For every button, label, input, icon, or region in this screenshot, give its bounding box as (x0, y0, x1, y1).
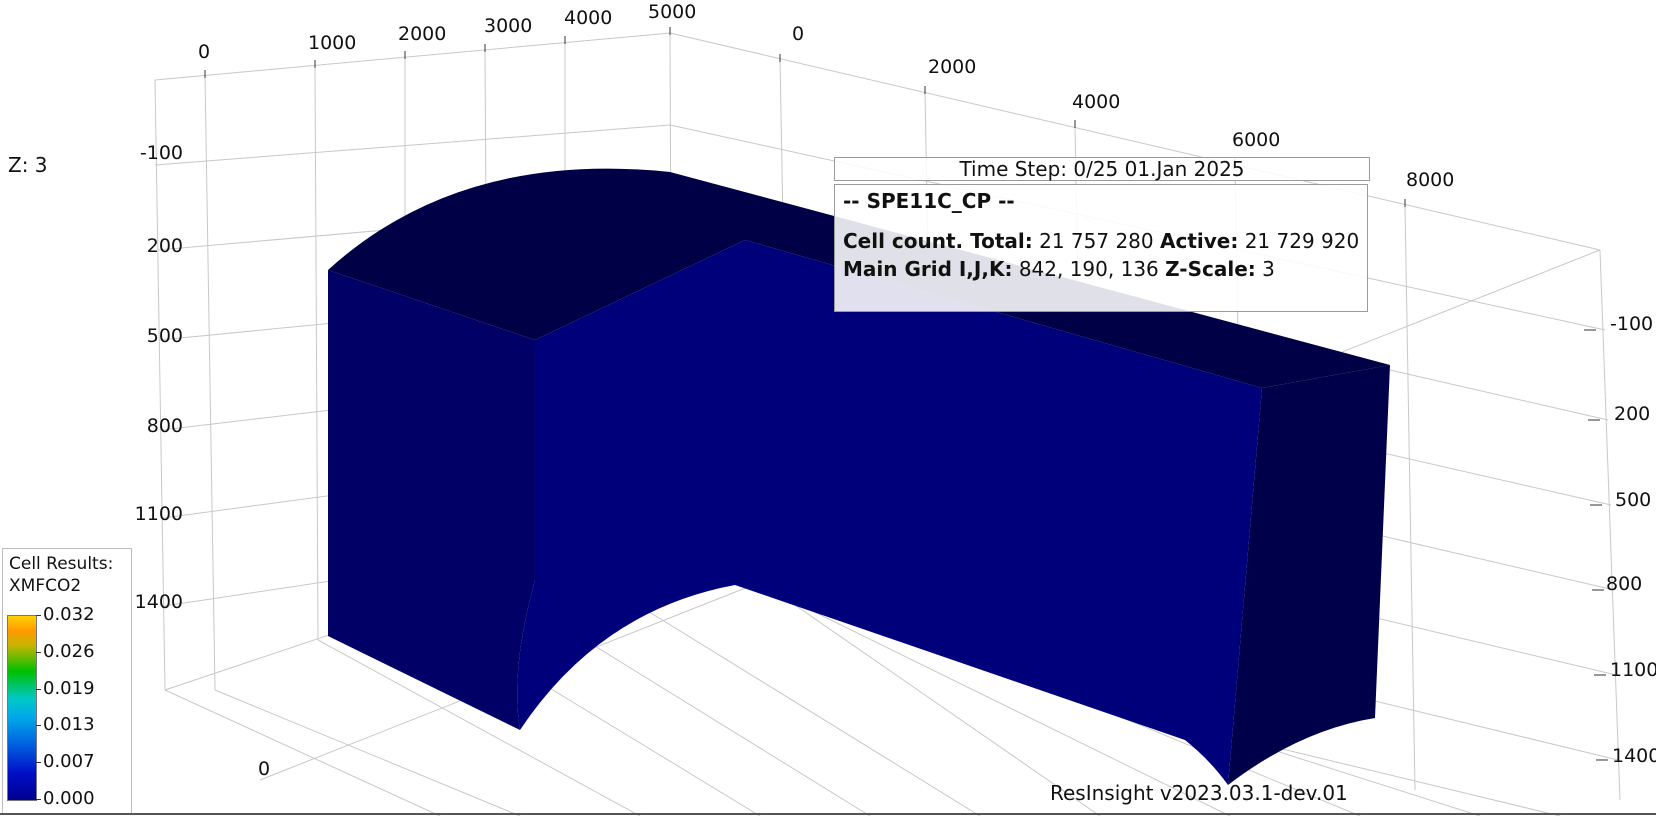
reservoir-model[interactable] (328, 168, 1390, 785)
axis-y-tick-label: 8000 (1406, 169, 1454, 191)
axis-x-tick-label: 1000 (308, 32, 356, 54)
axis-x-tick-label: 5000 (648, 1, 696, 23)
legend-tick-mark (36, 651, 41, 653)
axis-depth-right-tick-label: 1100 (1610, 659, 1656, 681)
legend-tick-mark (36, 688, 41, 690)
axis-depth-left-tick-label: 800 (147, 415, 183, 437)
axis-x-tick-label: 4000 (564, 7, 612, 29)
legend-tick-mark (36, 799, 41, 800)
axis-depth-right-tick-label: 1400 (1612, 745, 1656, 767)
active-label: Active: (1159, 229, 1239, 253)
model-right-face (1228, 365, 1390, 785)
active-count: 21 729 920 (1244, 229, 1360, 253)
axis-depth-right-tick-label: 500 (1615, 489, 1651, 511)
axis-y-tick-label: 2000 (928, 56, 976, 78)
case-name: -- SPE11C_CP -- (843, 189, 1015, 213)
legend-tick-label: 0.019 (43, 677, 95, 699)
axis-depth-left-tick-label: 1100 (135, 503, 183, 525)
axis-depth-right-tick-label: 800 (1606, 573, 1642, 595)
info-box: -- SPE11C_CP -- Cell count. Total: 21 75… (834, 184, 1368, 312)
model-inner-front-face (517, 240, 1262, 785)
axis-depth-right-tick-label: 200 (1614, 403, 1650, 425)
legend-title-line2: XMFCO2 (9, 576, 82, 596)
main-grid-value: 842, 190, 136 (1018, 257, 1159, 281)
color-legend[interactable]: Cell Results: XMFCO2 0.032 0.026 0.019 0.01… (2, 548, 132, 814)
axis-depth-left-tick-label: -100 (140, 142, 183, 164)
legend-tick-mark (36, 762, 41, 764)
legend-tick-mark (36, 725, 41, 727)
time-step-label: Time Step: 0/25 01.Jan 2025 (834, 157, 1370, 181)
model-left-face (328, 270, 535, 730)
zscale-value: 3 (1262, 257, 1275, 281)
axis-x-tick-label: 0 (198, 41, 210, 63)
version-label: ResInsight v2023.03.1-dev.01 (1050, 781, 1348, 805)
axis-y-tick-label: 4000 (1072, 91, 1120, 113)
main-grid-row: Main Grid I,J,K: 842, 190, 136 Z-Scale: … (843, 255, 1359, 283)
axis-y-tick-label: 6000 (1232, 129, 1280, 151)
axis-depth-left-tick-label: 500 (147, 325, 183, 347)
cell-count-row: Cell count. Total: 21 757 280 Active: 21… (843, 227, 1359, 255)
axis-x-tick-label: 2000 (398, 23, 446, 45)
zscale-label: Z-Scale: (1165, 257, 1256, 281)
axis-depth-right-tick-label: -100 (1610, 313, 1653, 335)
legend-tick-label: 0.013 (43, 714, 95, 736)
model-top-face (328, 168, 1390, 388)
axis-depth-left-tick-label: 200 (147, 235, 183, 257)
cell-count-label: Cell count. Total: (843, 229, 1033, 253)
legend-tick-label: 0.000 (43, 788, 95, 809)
bottom-divider (0, 813, 1656, 815)
axis-y-tick-label: 0 (792, 23, 804, 45)
axis-tick-labels: 0 1000 2000 3000 4000 500002000400060008000-1… (135, 1, 1656, 780)
cell-count-total: 21 757 280 (1039, 229, 1154, 253)
legend-tick-label: 0.026 (43, 640, 95, 662)
z-scale-label: Z: 3 (8, 153, 48, 177)
main-grid-label: Main Grid I,J,K: (843, 257, 1013, 281)
legend-tick-label: 0.007 (43, 751, 95, 773)
axis-depth-left-tick-label: 1400 (135, 591, 183, 613)
legend-tick-label: 0.032 (43, 604, 95, 625)
axis-bottom-tick-label: 0 (258, 758, 270, 780)
legend-title: Cell Results: XMFCO2 (9, 553, 113, 597)
legend-title-line1: Cell Results: (9, 554, 114, 574)
axis-x-tick-label: 3000 (484, 15, 532, 37)
legend-tick-mark (36, 615, 41, 616)
legend-color-bar (7, 615, 37, 801)
